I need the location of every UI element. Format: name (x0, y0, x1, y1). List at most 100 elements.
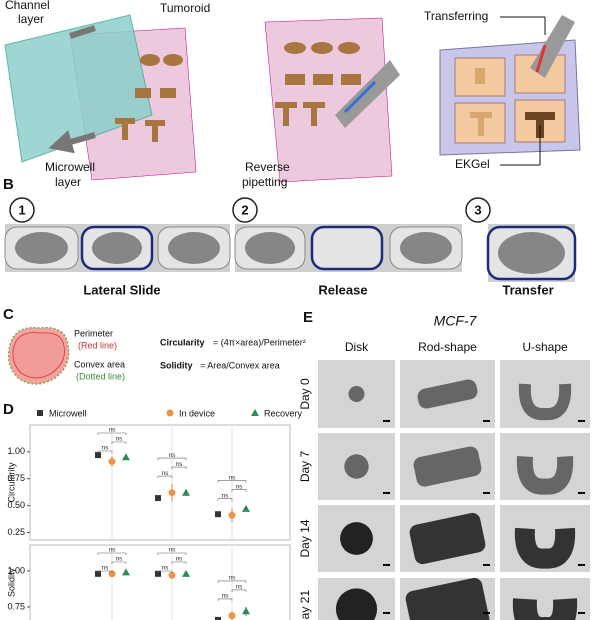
blob-illustration (12, 332, 65, 379)
step-caption: Lateral Slide (83, 282, 160, 297)
perimeter-label: Perimeter (74, 328, 113, 338)
scale-bar (383, 492, 390, 494)
tumoroid (348, 386, 365, 402)
tumoroid (518, 383, 572, 421)
solidity-formula: = Area/Convex area (200, 360, 280, 370)
point (182, 488, 190, 496)
tumoroid (335, 588, 378, 620)
step-number: 1 (18, 202, 25, 217)
column-header: Disk (345, 340, 369, 354)
tumoroid (409, 512, 486, 565)
significance: ns (222, 593, 230, 600)
y-tick-label: 1.00 (7, 565, 25, 575)
circularity-term: Circularity (160, 337, 205, 347)
bracket (111, 561, 127, 564)
point (242, 607, 250, 615)
step-circle (9, 197, 35, 223)
bracket (157, 570, 173, 573)
panel-label: E (303, 309, 313, 326)
label-channel: layer (18, 12, 44, 26)
label-transferring: Transferring (424, 9, 488, 23)
scale-bar (483, 564, 490, 566)
point (215, 511, 221, 518)
scale-bar (578, 420, 585, 422)
point (155, 570, 161, 577)
tumoroid (498, 232, 565, 274)
significance: ns (109, 427, 117, 434)
y-tick-label: 0.75 (7, 601, 25, 611)
perimeter-label: (Red line) (78, 340, 117, 350)
significance: ns (162, 565, 170, 572)
tumoroid (417, 379, 478, 409)
illustration-a3 (439, 15, 581, 166)
legend-label: Recovery (264, 408, 303, 418)
step-caption: Transfer (502, 282, 553, 297)
point (168, 571, 176, 579)
point (122, 453, 130, 461)
significance: ns (229, 575, 237, 582)
y-axis-label: Solidity (6, 567, 16, 597)
column-header: U-shape (522, 340, 568, 354)
significance: ns (176, 556, 184, 563)
circularity-formula: = (4π×area)/Perimeter² (213, 337, 306, 347)
label-ekgel: EKGel (455, 157, 490, 171)
scale-bar (578, 612, 585, 614)
significance: ns (116, 436, 124, 443)
tumoroid (514, 527, 576, 569)
solidity-term: Solidity (160, 360, 193, 370)
significance: ns (222, 492, 230, 499)
point (228, 511, 236, 519)
tumoroid (340, 522, 373, 555)
legend-marker (166, 409, 174, 417)
point (108, 570, 116, 578)
step-caption: Release (318, 282, 367, 297)
column-header: Rod-shape (418, 340, 477, 354)
legend-label: In device (179, 408, 215, 418)
tumoroid (245, 232, 295, 264)
row-label: Day 7 (298, 451, 312, 483)
scale-bar (483, 492, 490, 494)
label-tumoroid: Tumoroid (160, 1, 210, 15)
panel-b: 1 Lateral Slide 2 Release 3 Transfer (4, 197, 577, 297)
significance: ns (236, 584, 244, 591)
tumoroid (168, 232, 220, 264)
point (215, 616, 221, 620)
label-channel: Channel (5, 0, 50, 12)
bracket (231, 489, 247, 492)
row-label: Day 0 (298, 378, 312, 410)
scale-bar (383, 612, 390, 614)
bracket (231, 589, 247, 592)
plot-frame (29, 424, 291, 541)
point (122, 568, 130, 576)
step-number: 3 (474, 202, 481, 217)
tumoroid (344, 454, 369, 479)
y-tick-label: 0.50 (7, 500, 25, 510)
significance: ns (169, 547, 177, 554)
point (108, 458, 116, 466)
convex-label: Convex area (74, 359, 125, 369)
y-axis-label: Circularity (6, 462, 16, 503)
tumoroid (92, 232, 142, 264)
label-microwell: Microwell (45, 160, 95, 174)
tumoroid (516, 456, 574, 495)
panel-e: Disk Rod-shape U-shape Day 0 Day 7 Day 14 Day … (298, 340, 590, 620)
point (182, 569, 190, 577)
scale-bar (483, 420, 490, 422)
point (228, 612, 236, 620)
significance: ns (229, 474, 237, 481)
scale-bar (483, 612, 490, 614)
bracket (217, 498, 233, 501)
illustration-a1 (4, 14, 197, 181)
legend-marker (37, 410, 43, 416)
step-circle (232, 197, 258, 223)
plot-frame (29, 544, 291, 620)
well (310, 225, 384, 271)
bracket (217, 480, 247, 483)
point (242, 504, 250, 512)
bracket (171, 561, 187, 564)
tumoroid (405, 577, 490, 620)
bracket (97, 552, 127, 555)
bracket (97, 450, 113, 453)
significance: ns (102, 445, 110, 452)
